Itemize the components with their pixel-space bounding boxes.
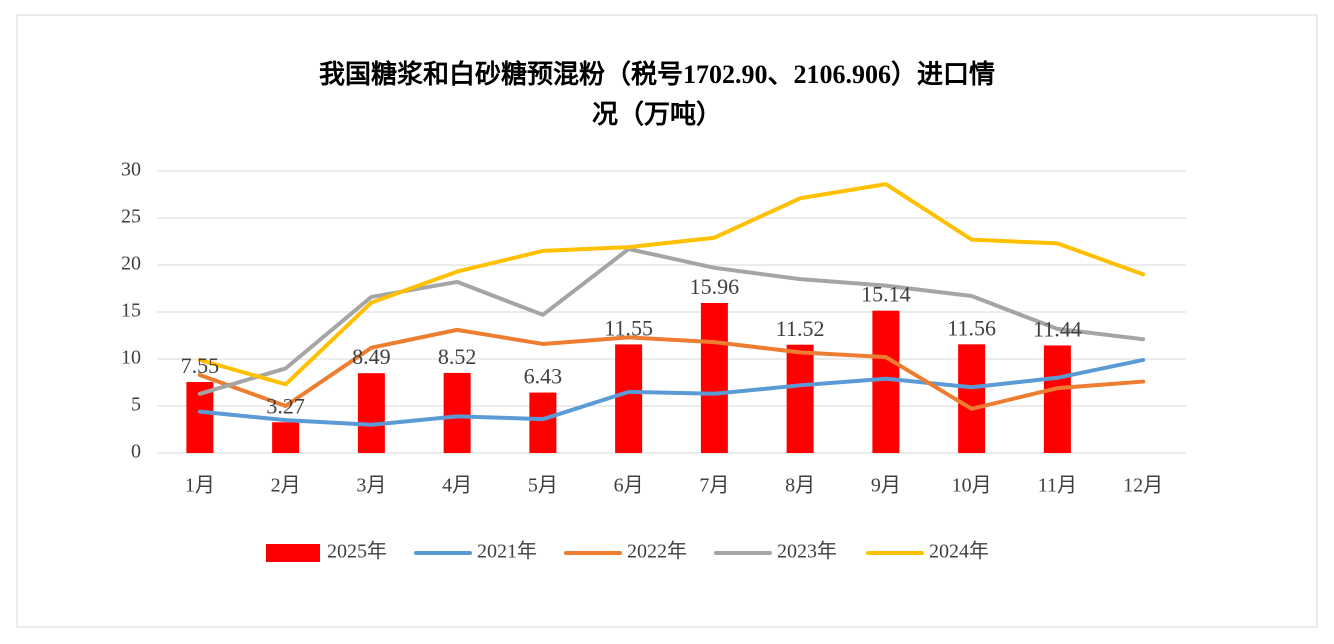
data-label: 11.52 bbox=[776, 316, 825, 341]
x-tick-label: 8月 bbox=[785, 475, 815, 497]
y-tick-label: 10 bbox=[121, 347, 141, 369]
legend-label: 2022年 bbox=[627, 540, 687, 563]
line bbox=[197, 182, 1146, 387]
legend-label: 2021年 bbox=[477, 540, 537, 563]
x-tick-label: 12月 bbox=[1123, 475, 1163, 497]
bar bbox=[786, 344, 814, 453]
line bbox=[197, 327, 1146, 411]
data-label: 8.52 bbox=[438, 344, 477, 369]
chart-title: 我国糖浆和白砂糖预混粉（税号1702.90、2106.906）进口情 bbox=[319, 59, 995, 89]
data-label: 15.14 bbox=[861, 282, 911, 307]
bar bbox=[615, 344, 643, 453]
y-tick-label: 5 bbox=[131, 394, 141, 416]
data-label: 11.44 bbox=[1033, 317, 1082, 342]
legend-label: 2025年 bbox=[327, 540, 387, 563]
data-label: 8.49 bbox=[352, 344, 391, 369]
bar bbox=[529, 392, 557, 453]
y-tick-label: 15 bbox=[121, 300, 141, 322]
legend-label: 2024年 bbox=[929, 540, 989, 563]
x-tick-label: 10月 bbox=[952, 475, 992, 497]
data-label: 11.55 bbox=[604, 315, 653, 340]
x-tick-label: 6月 bbox=[614, 475, 644, 497]
chart-title: 况（万吨） bbox=[592, 100, 722, 129]
x-tick-label: 2月 bbox=[271, 475, 301, 497]
y-tick-label: 25 bbox=[121, 206, 141, 228]
x-tick-label: 9月 bbox=[871, 475, 901, 497]
bar bbox=[272, 422, 300, 453]
chart-frame bbox=[16, 14, 1318, 628]
data-label: 11.56 bbox=[947, 315, 996, 340]
line bbox=[197, 247, 1146, 396]
x-tick-label: 3月 bbox=[356, 475, 386, 497]
bar bbox=[443, 372, 471, 453]
x-tick-label: 11月 bbox=[1038, 475, 1077, 497]
x-tick-label: 7月 bbox=[699, 475, 729, 497]
x-tick-label: 1月 bbox=[185, 475, 215, 497]
bar bbox=[700, 302, 728, 453]
y-tick-label: 20 bbox=[121, 253, 141, 275]
x-tick-label: 5月 bbox=[528, 475, 558, 497]
bar bbox=[357, 373, 385, 453]
data-label: 3.27 bbox=[266, 393, 305, 418]
bar bbox=[958, 344, 986, 453]
x-tick-label: 4月 bbox=[442, 475, 472, 497]
data-label: 6.43 bbox=[524, 364, 563, 389]
y-tick-label: 30 bbox=[121, 159, 141, 181]
legend-swatch bbox=[266, 544, 320, 562]
data-label: 7.55 bbox=[181, 353, 220, 378]
y-tick-label: 0 bbox=[131, 441, 141, 463]
bar bbox=[872, 310, 900, 453]
line bbox=[197, 357, 1146, 427]
bar bbox=[1043, 345, 1071, 453]
legend-label: 2023年 bbox=[777, 540, 837, 563]
data-label: 15.96 bbox=[690, 274, 740, 299]
